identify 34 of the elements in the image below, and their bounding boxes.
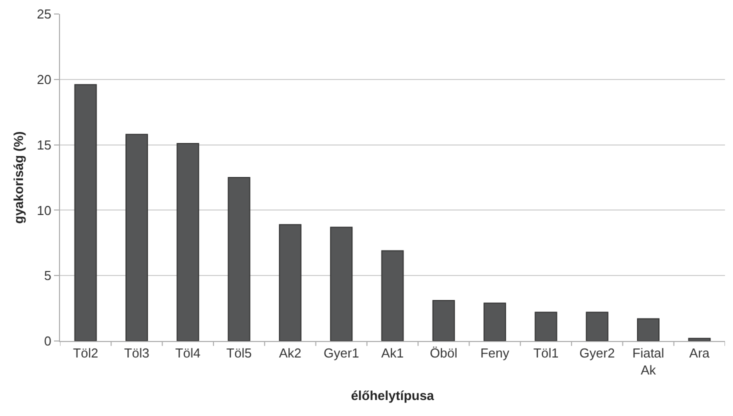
bar — [74, 84, 97, 341]
bar — [381, 250, 404, 341]
x-tick-label: Töl5 — [226, 346, 252, 361]
x-tick-label: Ak2 — [278, 346, 302, 361]
y-tick-label: 10 — [36, 202, 52, 218]
bar — [228, 177, 250, 341]
x-tick-label: Feny — [480, 346, 510, 361]
x-tick-label: Töl1 — [533, 346, 559, 361]
bar — [278, 224, 302, 341]
bar — [330, 226, 353, 341]
bar — [637, 318, 660, 341]
x-tick-label: Töl3 — [124, 346, 150, 361]
x-tick-label: Ak1 — [381, 346, 404, 361]
bar — [586, 312, 608, 341]
y-tick-label: 0 — [44, 334, 52, 349]
bar — [176, 142, 200, 341]
bar — [688, 338, 711, 341]
bar — [432, 300, 455, 341]
y-tick-label: 20 — [36, 72, 52, 87]
x-tick-label: Gyer1 — [324, 346, 360, 361]
bar — [484, 302, 506, 341]
x-axis-title: élőhelytípusa — [350, 388, 435, 404]
y-tick-label: 15 — [36, 137, 52, 152]
x-tick-label: Töl2 — [72, 346, 98, 361]
x-tick-label: Ara — [689, 346, 710, 361]
x-tick-label: Töl4 — [175, 346, 201, 361]
y-tick-label: 5 — [44, 268, 52, 284]
y-tick-label: 25 — [36, 6, 52, 22]
bar — [125, 134, 148, 341]
x-tick-label: Gyer2 — [579, 346, 615, 361]
x-tick-label: Öböl — [430, 346, 458, 361]
y-axis-title: gyakoriság (%) — [10, 131, 26, 224]
bar — [534, 312, 558, 341]
x-tick-label: Fiatal Ak — [632, 346, 664, 378]
